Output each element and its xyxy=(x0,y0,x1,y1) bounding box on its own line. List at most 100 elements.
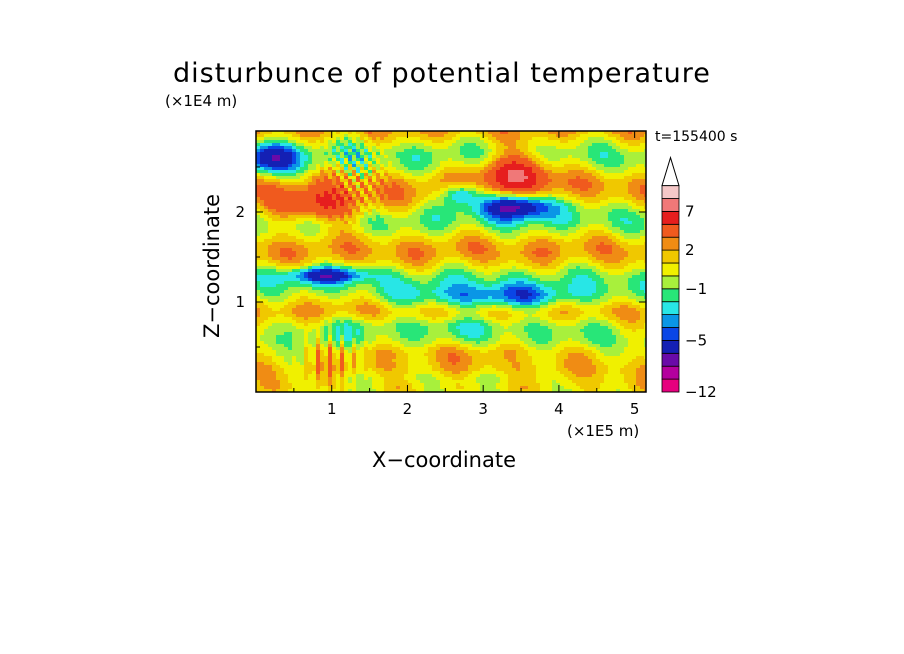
contour-cell xyxy=(276,260,281,264)
contour-cell xyxy=(472,314,477,318)
contour-cell xyxy=(332,239,337,243)
contour-cell xyxy=(444,380,449,384)
contour-cell xyxy=(408,164,413,168)
contour-cell xyxy=(344,347,349,351)
contour-cell xyxy=(420,233,425,237)
contour-cell xyxy=(300,311,305,315)
contour-cell xyxy=(344,215,349,219)
contour-cell xyxy=(468,194,473,198)
contour-cell xyxy=(448,263,453,267)
contour-cell xyxy=(284,209,289,213)
contour-cell xyxy=(276,239,281,243)
contour-cell xyxy=(356,176,361,180)
contour-cell xyxy=(456,137,461,141)
contour-cell xyxy=(344,344,349,348)
contour-cell xyxy=(484,203,489,207)
contour-cell xyxy=(424,236,429,240)
contour-cell xyxy=(380,170,385,174)
contour-cell xyxy=(316,167,321,171)
contour-cell xyxy=(272,233,277,237)
contour-cell xyxy=(468,182,473,186)
contour-cell xyxy=(368,302,373,306)
contour-cell xyxy=(464,350,469,354)
contour-cell xyxy=(296,290,301,294)
contour-cell xyxy=(292,266,297,270)
contour-cell xyxy=(288,314,293,318)
contour-cell xyxy=(296,320,301,324)
contour-cell xyxy=(296,134,301,138)
contour-cell xyxy=(316,137,321,141)
contour-cell xyxy=(260,146,265,150)
contour-cell xyxy=(280,305,285,309)
contour-cell xyxy=(456,362,461,366)
contour-cell xyxy=(344,185,349,189)
contour-cell xyxy=(372,194,377,198)
contour-cell xyxy=(404,131,409,135)
contour-cell xyxy=(404,224,409,228)
contour-cell xyxy=(384,326,389,330)
contour-cell xyxy=(448,257,453,261)
contour-cell xyxy=(328,173,333,177)
contour-cell xyxy=(320,179,325,183)
contour-cell xyxy=(380,224,385,228)
contour-cell xyxy=(272,206,277,210)
contour-cell xyxy=(308,236,313,240)
contour-cell xyxy=(404,182,409,186)
contour-cell xyxy=(408,347,413,351)
contour-cell xyxy=(276,221,281,225)
contour-cell xyxy=(476,167,481,171)
contour-cell xyxy=(440,236,445,240)
contour-cell xyxy=(480,203,485,207)
contour-cell xyxy=(476,326,481,330)
contour-cell xyxy=(328,377,333,381)
contour-cell xyxy=(324,176,329,180)
contour-cell xyxy=(432,323,437,327)
contour-cell xyxy=(360,212,365,216)
contour-cell xyxy=(316,356,321,360)
contour-cell xyxy=(312,161,317,165)
contour-cell xyxy=(288,206,293,210)
contour-cell xyxy=(348,299,353,303)
contour-cell xyxy=(280,290,285,294)
contour-cell xyxy=(448,260,453,264)
contour-cell xyxy=(448,191,453,195)
contour-cell xyxy=(384,170,389,174)
contour-cell xyxy=(284,173,289,177)
contour-cell xyxy=(388,158,393,162)
contour-cell xyxy=(412,362,417,366)
contour-cell xyxy=(312,335,317,339)
contour-cell xyxy=(400,365,405,369)
contour-cell xyxy=(440,311,445,315)
contour-cell xyxy=(380,302,385,306)
contour-cell xyxy=(276,134,281,138)
contour-cell xyxy=(376,347,381,351)
contour-cell xyxy=(372,149,377,153)
contour-cell xyxy=(360,359,365,363)
contour-cell xyxy=(400,134,405,138)
contour-cell xyxy=(264,350,269,354)
contour-cell xyxy=(360,371,365,375)
contour-cell xyxy=(404,317,409,321)
contour-cell xyxy=(320,230,325,234)
contour-cell xyxy=(388,365,393,369)
contour-cell xyxy=(260,368,265,372)
contour-cell xyxy=(480,200,485,204)
contour-cell xyxy=(400,257,405,261)
contour-cell xyxy=(440,188,445,192)
contour-cell xyxy=(276,251,281,255)
contour-cell xyxy=(408,134,413,138)
contour-cell xyxy=(384,143,389,147)
contour-cell xyxy=(408,353,413,357)
contour-cell xyxy=(328,293,333,297)
contour-cell xyxy=(372,200,377,204)
contour-cell xyxy=(400,269,405,273)
contour-cell xyxy=(396,143,401,147)
contour-cell xyxy=(260,233,265,237)
contour-cell xyxy=(480,344,485,348)
contour-cell xyxy=(472,272,477,276)
contour-cell xyxy=(308,299,313,303)
contour-cell xyxy=(412,344,417,348)
contour-cell xyxy=(408,149,413,153)
contour-cell xyxy=(284,203,289,207)
contour-cell xyxy=(256,206,261,210)
